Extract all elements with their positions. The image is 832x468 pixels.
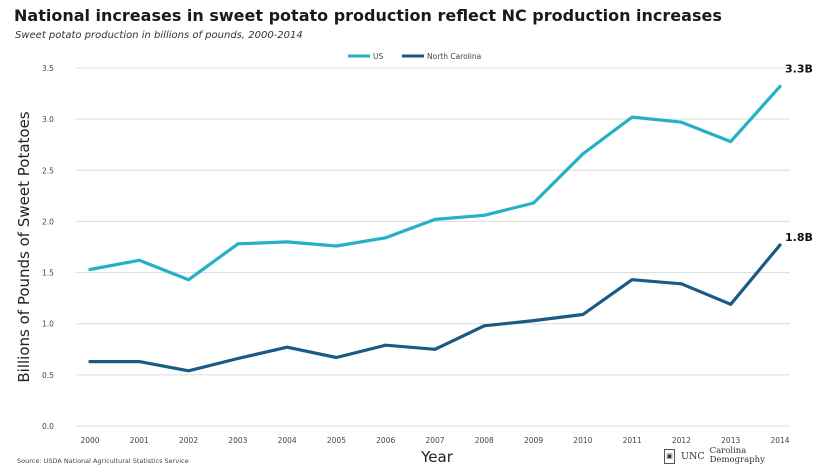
data-point bbox=[236, 242, 240, 246]
data-point bbox=[679, 282, 683, 286]
x-tick-label: 2002 bbox=[179, 436, 198, 445]
logo-unc-text: UNC bbox=[681, 450, 705, 462]
x-tick-label: 2009 bbox=[524, 436, 543, 445]
data-point bbox=[729, 302, 733, 306]
x-tick-label: 2014 bbox=[770, 436, 789, 445]
data-point bbox=[88, 360, 92, 364]
data-point bbox=[236, 356, 240, 360]
data-point bbox=[187, 369, 191, 373]
data-point bbox=[88, 268, 92, 272]
data-point bbox=[137, 258, 141, 262]
x-tick-label: 2005 bbox=[327, 436, 346, 445]
data-point bbox=[778, 243, 782, 247]
logo-line-2: Demography bbox=[709, 455, 765, 465]
chart-subtitle: Sweet potato production in billions of p… bbox=[15, 30, 303, 41]
x-tick-label: 2010 bbox=[573, 436, 592, 445]
x-tick-label: 2013 bbox=[721, 436, 740, 445]
data-point bbox=[630, 278, 634, 282]
data-point bbox=[581, 313, 585, 317]
y-tick-label: 2.5 bbox=[42, 166, 54, 175]
y-tick-label: 2.0 bbox=[42, 217, 54, 226]
y-tick-label: 3.0 bbox=[42, 115, 54, 124]
logo-line-1: Carolina bbox=[709, 446, 747, 456]
x-tick-label: 2003 bbox=[228, 436, 247, 445]
x-tick-label: 2008 bbox=[475, 436, 494, 445]
source-note: Source: USDA National Agricultural Stati… bbox=[17, 457, 189, 465]
data-point bbox=[285, 240, 289, 244]
y-tick-label: 0.0 bbox=[42, 422, 54, 431]
x-axis-label: Year bbox=[420, 448, 454, 466]
x-tick-label: 2011 bbox=[623, 436, 642, 445]
x-tick-label: 2001 bbox=[130, 436, 149, 445]
x-tick-label: 2000 bbox=[80, 436, 99, 445]
north-carolina-series-line bbox=[88, 243, 782, 373]
data-point bbox=[581, 152, 585, 156]
y-tick-label: 0.5 bbox=[42, 371, 54, 380]
x-tick-label: 2012 bbox=[672, 436, 691, 445]
y-tick-label: 1.0 bbox=[42, 320, 54, 329]
unc-carolina-demography-logo: ▣ UNC Carolina Demography bbox=[664, 447, 765, 465]
data-point bbox=[630, 115, 634, 119]
data-point bbox=[729, 140, 733, 144]
data-point bbox=[433, 217, 437, 221]
data-point bbox=[137, 360, 141, 364]
y-axis-label: Billions of Pounds of Sweet Potatoes bbox=[15, 111, 33, 382]
data-point bbox=[433, 347, 437, 351]
x-tick-label: 2006 bbox=[376, 436, 395, 445]
legend-label: North Carolina bbox=[427, 52, 481, 61]
data-point bbox=[482, 324, 486, 328]
data-point bbox=[778, 84, 782, 88]
data-point bbox=[384, 236, 388, 240]
y-tick-label: 3.5 bbox=[42, 64, 54, 73]
end-value-label: 1.8B bbox=[785, 231, 813, 244]
data-point bbox=[334, 244, 338, 248]
x-tick-label: 2007 bbox=[425, 436, 444, 445]
y-tick-label: 1.5 bbox=[42, 269, 54, 278]
data-point bbox=[482, 213, 486, 217]
data-point bbox=[187, 278, 191, 282]
data-point bbox=[384, 343, 388, 347]
end-value-label: 3.3B bbox=[785, 62, 813, 75]
data-point bbox=[532, 201, 536, 205]
data-point bbox=[532, 319, 536, 323]
x-tick-label: 2004 bbox=[278, 436, 297, 445]
data-point bbox=[285, 345, 289, 349]
logo-mark-icon: ▣ bbox=[664, 448, 675, 464]
legend-label: US bbox=[373, 52, 383, 61]
chart-title: National increases in sweet potato produ… bbox=[14, 6, 722, 25]
data-point bbox=[334, 355, 338, 359]
us-series-line bbox=[88, 84, 782, 282]
data-point bbox=[679, 120, 683, 124]
